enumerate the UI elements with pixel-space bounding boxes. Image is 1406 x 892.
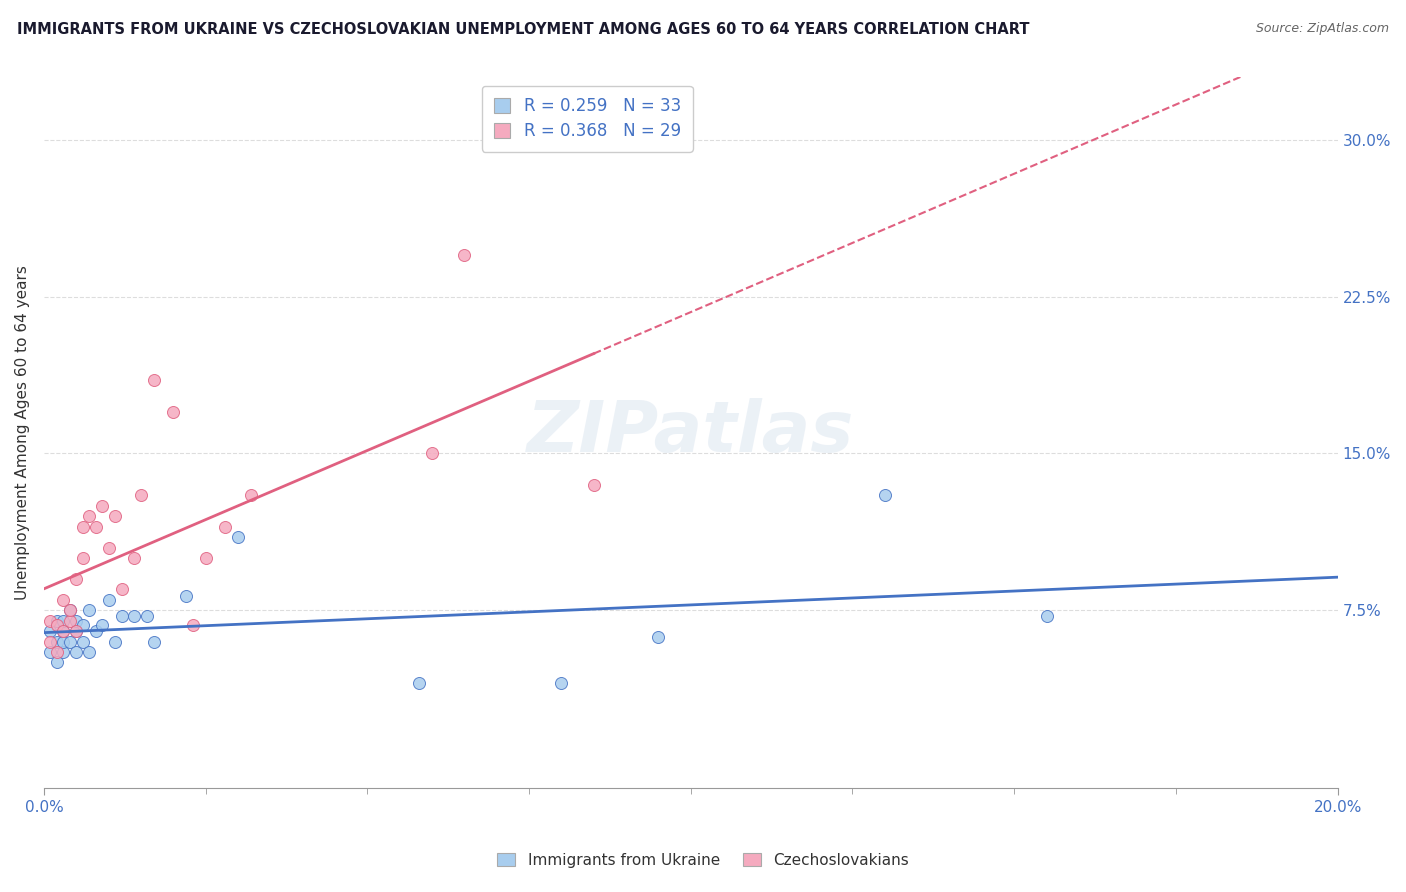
Point (45, 617, 67, 632)
Point (45, 634, 67, 648)
Point (72, 519, 94, 533)
Point (52, 645, 75, 659)
Point (65, 614, 87, 628)
Point (124, 609, 146, 624)
Point (129, 488, 152, 502)
Text: IMMIGRANTS FROM UKRAINE VS CZECHOSLOVAKIAN UNEMPLOYMENT AMONG AGES 60 TO 64 YEAR: IMMIGRANTS FROM UKRAINE VS CZECHOSLOVAKI… (17, 22, 1029, 37)
Point (77, 603, 100, 617)
Point (142, 634, 165, 648)
Legend: R = 0.259   N = 33, R = 0.368   N = 29: R = 0.259 N = 33, R = 0.368 N = 29 (482, 86, 693, 152)
Point (97, 541, 120, 555)
Point (84, 624, 107, 638)
Point (104, 509, 127, 524)
Point (91, 617, 114, 632)
Point (136, 609, 159, 624)
Point (45, 656, 67, 670)
Point (104, 634, 127, 648)
Point (39, 614, 62, 628)
Point (59, 603, 82, 617)
Point (59, 614, 82, 628)
Point (239, 488, 262, 502)
Text: Source: ZipAtlas.com: Source: ZipAtlas.com (1256, 22, 1389, 36)
Point (52, 634, 75, 648)
Point (110, 582, 132, 597)
Point (647, 631, 669, 645)
Point (453, 248, 475, 262)
Point (72, 551, 94, 566)
Point (1035, 609, 1057, 624)
Point (226, 530, 249, 544)
Point (65, 624, 87, 638)
Point (77, 645, 100, 659)
Point (97, 592, 120, 607)
Point (45, 614, 67, 628)
Point (124, 551, 146, 566)
Point (72, 634, 94, 648)
Point (582, 478, 605, 492)
Y-axis label: Unemployment Among Ages 60 to 64 years: Unemployment Among Ages 60 to 64 years (15, 265, 30, 600)
Point (52, 592, 75, 607)
Point (65, 645, 87, 659)
Text: ZIPatlas: ZIPatlas (527, 398, 855, 467)
Point (59, 634, 82, 648)
Point (72, 617, 94, 632)
Point (84, 519, 107, 533)
Point (408, 676, 430, 690)
Point (65, 572, 87, 586)
Point (77, 509, 100, 524)
Point (59, 603, 82, 617)
Point (39, 624, 62, 638)
Point (420, 446, 443, 460)
Point (45, 645, 67, 659)
Point (142, 373, 165, 387)
Point (162, 405, 184, 419)
Point (873, 488, 896, 502)
Point (91, 499, 114, 513)
Point (39, 645, 62, 659)
Legend: Immigrants from Ukraine, Czechoslovakians: Immigrants from Ukraine, Czechoslovakian… (489, 845, 917, 875)
Point (110, 609, 132, 624)
Point (194, 551, 217, 566)
Point (65, 624, 87, 638)
Point (550, 676, 572, 690)
Point (174, 589, 197, 603)
Point (214, 519, 236, 533)
Point (181, 617, 204, 632)
Point (52, 614, 75, 628)
Point (39, 634, 62, 648)
Point (52, 624, 75, 638)
Point (52, 624, 75, 638)
